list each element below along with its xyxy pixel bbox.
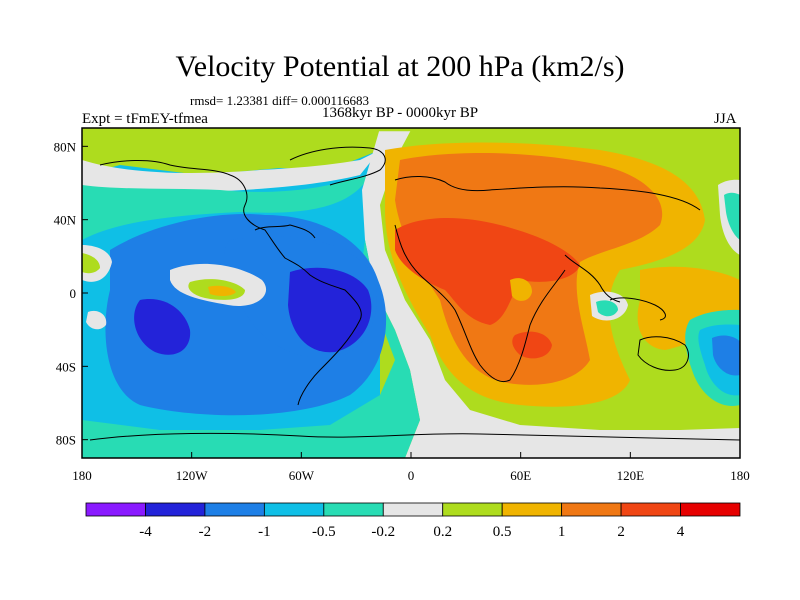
colorbar-label: 1 [558,524,566,540]
west-edge-positive [82,253,100,274]
chart-title: Velocity Potential at 200 hPa (km2/s) [175,50,625,83]
africa-coast [394,224,566,383]
west-edge-neutral-2 [86,310,107,330]
americas-coast [99,159,362,406]
experiment-label: Expt = tFmEY-tfmea [82,111,208,127]
north-africa-maximum [395,218,580,325]
maritime-weak-negative [596,300,618,317]
x-tick-label: 120E [617,468,645,483]
colorbar-label: -1 [258,524,271,540]
south-america-minimum [288,267,372,353]
colorbar-swatch [501,502,563,517]
contour-field [82,128,740,458]
y-tick-label: 40N [54,213,77,228]
colorbar-label: -0.2 [371,524,395,540]
y-tick-label: 80N [54,139,77,154]
colorbar-label: -0.5 [312,524,336,540]
gulf-coast [254,224,316,239]
colorbar-swatch [680,502,741,517]
colorbar-swatch [85,502,146,517]
x-tick-label: 120W [176,468,209,483]
period-label: 1368kyr BP - 0000kyr BP [322,105,479,121]
y-tick-label: 0 [70,286,77,301]
x-tick-label: 60W [289,468,315,483]
colorbar-swatch [620,502,681,517]
y-tick-label: 40S [56,359,76,374]
north-pacific-east-weak-negative [724,192,740,240]
colorbar-label: -4 [139,524,152,540]
north-neutral-band [82,150,380,195]
colorbar-label: 4 [677,524,685,540]
colorbar-label: 2 [617,524,625,540]
indian-ocean-maximum [512,331,552,359]
x-tick-label: 60E [510,468,531,483]
x-tick-label: 180 [730,468,750,483]
colorbar-label: -2 [199,524,212,540]
colorbar-swatch [442,502,503,517]
north-positive-band [82,128,400,175]
colorbar-swatch [561,502,622,517]
colorbar-swatch [145,502,206,517]
maritime-continent-coast [609,297,666,321]
australia-coast [637,336,689,371]
east-pacific-positive-core [208,285,236,297]
colorbar-label: 0.2 [433,524,452,540]
greenland-coast [289,146,386,186]
season-label: JJA [714,111,737,127]
colorbar-swatch [323,502,384,517]
y-tick-label: 80S [56,433,76,448]
colorbar-swatch [382,502,444,517]
coastlines [89,146,740,441]
colorbar-swatch [263,502,325,517]
y-axis-ticks: 80N 40N 0 40S 80S [54,139,88,448]
north-west-weak-negative [82,175,370,240]
x-tick-label: 0 [408,468,415,483]
east-africa-weak-spot [510,278,532,301]
eurasia-coast [394,176,701,211]
pacific-minimum [134,299,191,355]
antarctica-coast [89,432,740,441]
x-axis-ticks: 180 120W 60W 0 60E 120E 180 [72,452,750,483]
rmsd-diff-label: rmsd= 1.23381 diff= 0.000116683 [190,93,369,108]
colorbar: -4 -2 -1 -0.5 -0.2 0.2 0.5 1 2 4 [85,502,741,540]
x-tick-label: 180 [72,468,92,483]
colorbar-swatch [204,502,265,517]
southwest-pacific-negative-core [712,335,740,376]
arctic-band [82,128,740,140]
colorbar-label: 0.5 [493,524,512,540]
